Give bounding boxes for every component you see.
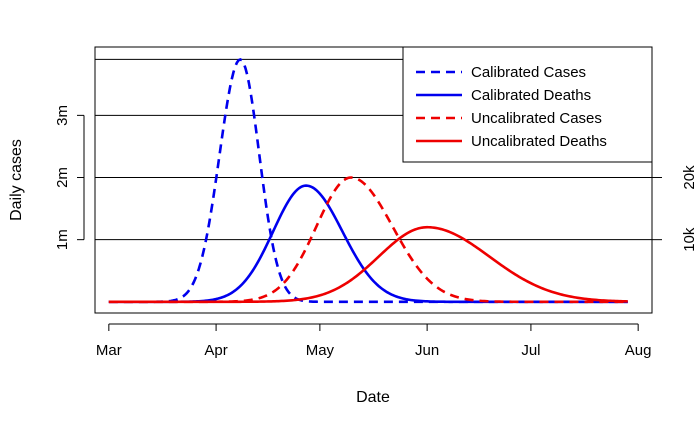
x-tick-label: Mar [96, 342, 122, 359]
x-tick-label: Aug [625, 342, 652, 359]
legend-label: Uncalibrated Cases [471, 110, 602, 127]
y-left-tick-label: 1m [54, 229, 71, 250]
legend-box [402, 46, 653, 163]
series-lines [108, 57, 628, 304]
plot-frame [94, 46, 653, 314]
y-axis-right: 10k 20k [652, 165, 698, 252]
y-axis-title: Daily cases [8, 139, 25, 221]
y-axis-left: 1m 2m 3m [54, 105, 85, 250]
x-tick-label: May [306, 342, 335, 359]
series-line-uncalibrated-cases [108, 176, 628, 304]
x-tick-label: Jul [521, 342, 540, 359]
y-right-tick-label: 10k [681, 227, 698, 252]
y-left-tick-label: 2m [54, 167, 71, 188]
legend-label: Calibrated Deaths [471, 87, 591, 104]
x-tick-label: Apr [204, 342, 227, 359]
y-right-tick-label: 20k [681, 165, 698, 190]
x-axis: Mar Apr May Jun Jul Aug [96, 323, 652, 359]
legend: Calibrated Cases Calibrated Deaths Uncalib… [402, 46, 653, 163]
series-line-calibrated-deaths [108, 184, 628, 304]
legend-label: Calibrated Cases [471, 64, 586, 81]
y-left-tick-label: 3m [54, 105, 71, 126]
series-line-uncalibrated-deaths [108, 225, 628, 304]
x-axis-title: Date [356, 389, 390, 406]
legend-label: Uncalibrated Deaths [471, 133, 607, 150]
x-tick-label: Jun [415, 342, 439, 359]
